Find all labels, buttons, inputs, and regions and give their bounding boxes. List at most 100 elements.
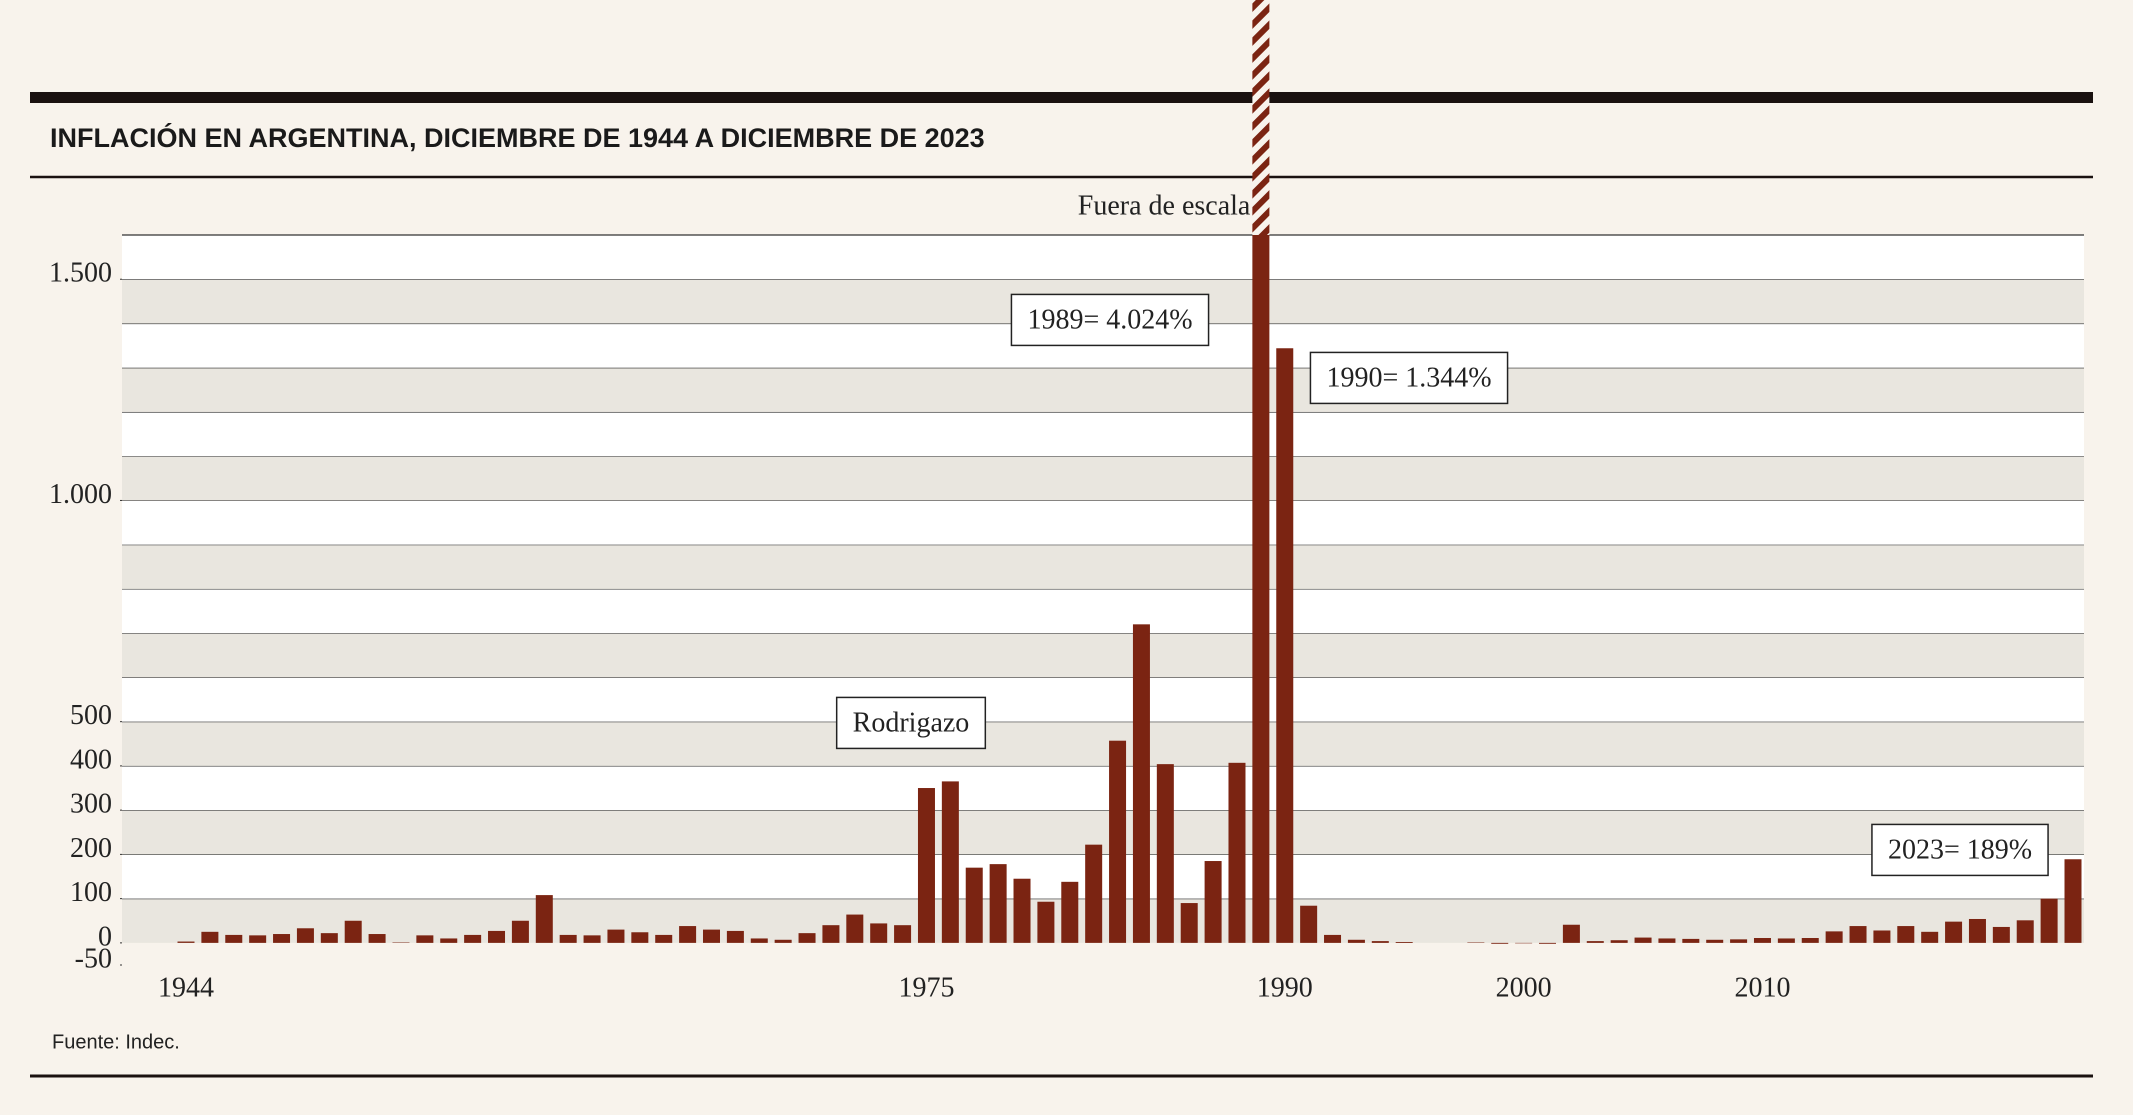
grid-band [122,721,2084,766]
chart-title: INFLACIÓN EN ARGENTINA, DICIEMBRE DE 194… [50,122,985,153]
bar [177,941,195,943]
bar [1658,938,1676,943]
bar [583,935,601,943]
bar [679,926,697,943]
x-tick-label: 2000 [1496,972,1552,1003]
bar [511,920,529,943]
bar [249,935,267,943]
bar [1324,934,1342,943]
y-tick-label: 1.000 [49,479,112,510]
bar [1347,939,1365,943]
bar [201,931,219,943]
bar [1539,942,1557,944]
bar [1061,881,1079,943]
bar [225,934,243,943]
bar [774,939,792,943]
out-of-scale-marker [1252,0,1270,235]
y-tick-label: 200 [70,833,112,864]
bar [440,938,458,943]
annotation: 1989= 4.024% [1010,293,1210,347]
top-rule [30,92,2093,103]
annotation-text: Rodrigazo [853,707,970,738]
y-tick-label: 400 [70,744,112,775]
bar [1921,931,1939,943]
bar [1945,921,1963,943]
bar [273,934,291,943]
bar [535,895,553,943]
bar [1682,938,1700,943]
bar [1228,762,1246,943]
bar [2040,898,2058,943]
bar [559,934,577,943]
bar [1132,624,1150,943]
grid-band [122,411,2084,457]
bar [296,928,314,943]
bar [750,938,768,943]
grid-band [122,765,2084,811]
bar [655,934,673,943]
grid-band [122,633,2084,678]
source: Fuente: Indec. [52,1031,180,1053]
bar [1156,764,1174,943]
y-tick-label: 1.500 [49,258,112,289]
bar [1586,941,1604,943]
bar [1491,942,1509,944]
grid-band [122,854,2084,899]
grid-band [122,456,2084,501]
grid-band [122,544,2084,589]
bar [368,934,386,943]
bar [2016,920,2034,943]
bar [1276,348,1294,943]
annotation-text: 1990= 1.344% [1326,362,1491,393]
bar [1753,938,1771,943]
y-tick-label: -50 [75,943,112,974]
annotation-box [835,696,987,750]
bar [822,925,840,943]
bar [488,930,506,943]
bar [1706,939,1724,943]
bar [1109,740,1127,943]
grid-band [122,588,2084,634]
annotation-box [1871,823,2049,877]
bar [320,933,338,943]
annotation-text: 1989= 4.024% [1027,304,1192,335]
annotation-box [1010,293,1210,347]
x-tick-label: 2010 [1734,972,1790,1003]
bar [1873,930,1891,943]
x-tick-label: 1944 [158,972,214,1003]
bar [1252,235,1270,943]
grid-band [122,810,2084,855]
bar [1180,903,1198,943]
bar [1730,939,1748,943]
bar [1085,844,1103,943]
annotation: 1990= 1.344% [1309,351,1509,405]
bar [1037,901,1055,943]
annotation-box [1309,351,1509,405]
bar [1204,861,1222,943]
y-tick-label: 100 [70,877,112,908]
bar [1013,878,1031,943]
y-tick-label: 0 [98,921,112,952]
bar [1825,931,1843,943]
annotation: Rodrigazo [835,696,987,750]
out-of-scale-label: Fuera de escala [1078,190,1251,221]
bar [416,935,434,943]
bar [726,930,744,943]
y-tick-label: 500 [70,700,112,731]
bar [344,920,362,943]
bar [464,934,482,943]
bar [1610,940,1628,943]
bar [965,867,983,943]
bar [846,914,864,943]
bar [631,932,649,943]
bar [798,933,816,943]
bar [1968,918,1986,943]
bar [917,788,935,943]
plot-area [120,234,2084,966]
bar [607,929,625,943]
bars [177,235,2082,944]
bar [1562,924,1580,943]
bar [2064,859,2082,943]
bar [1849,926,1867,943]
grid-band [122,367,2084,412]
